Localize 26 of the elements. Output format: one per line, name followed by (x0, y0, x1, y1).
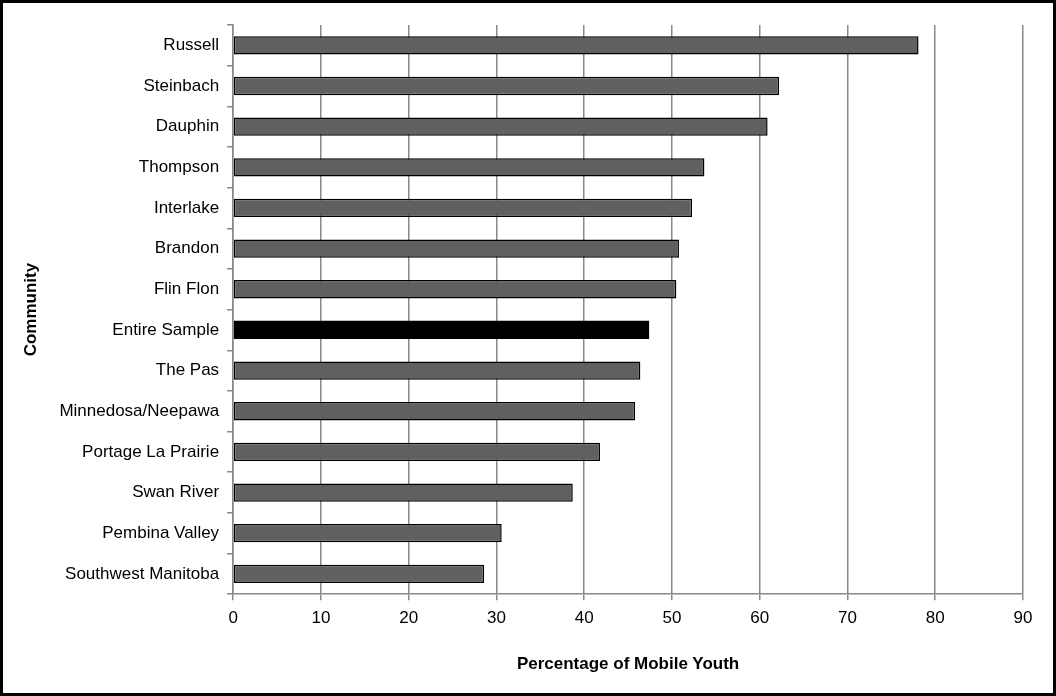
y-tick-label: Entire Sample (112, 319, 220, 339)
y-tick-label: Brandon (154, 238, 220, 258)
x-axis-title: Percentage of Mobile Youth (516, 654, 740, 674)
y-tick-label: Steinbach (143, 75, 220, 95)
y-tick-label: Portage La Prairie (82, 441, 220, 461)
x-tick-label: 50 (662, 608, 682, 628)
y-tick-label: The Pas (155, 360, 220, 380)
y-tick-label: Thompson (138, 156, 220, 176)
y-tick-label: Flin Flon (153, 278, 220, 298)
y-tick-label: Swan River (132, 482, 220, 502)
y-tick-label: Russell (163, 35, 220, 55)
x-tick-label: 20 (399, 608, 419, 628)
x-tick-label: 40 (574, 608, 594, 628)
y-tick-label: Minnedosa/Neepawa (59, 400, 220, 420)
x-tick-label: 0 (228, 608, 238, 628)
x-tick-label: 60 (750, 608, 770, 628)
x-tick-label: 10 (311, 608, 331, 628)
x-tick-label: 70 (838, 608, 857, 628)
y-tick-label: Interlake (153, 197, 220, 217)
y-tick-label: Pembina Valley (102, 522, 220, 542)
y-tick-label: Southwest Manitoba (65, 563, 220, 583)
y-axis-title: Community (20, 262, 40, 357)
y-tick-label: Dauphin (155, 116, 220, 136)
x-tick-label: 80 (925, 608, 945, 628)
x-tick-label: 30 (486, 608, 506, 628)
x-tick-label: 90 (1013, 608, 1033, 628)
